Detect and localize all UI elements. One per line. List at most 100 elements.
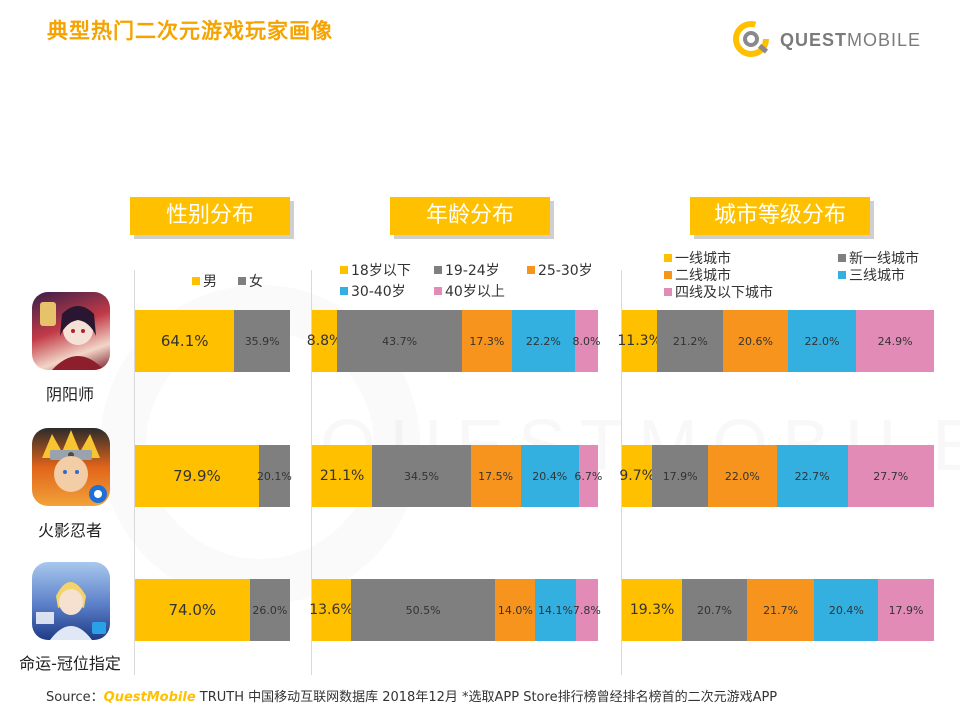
stacked-bar-1-0: 8.8% 43.7% 17.3% 22.2% 8.0% (307, 310, 601, 372)
bar-segment: 17.5% (470, 445, 521, 507)
bar-value-label: 27.7% (873, 469, 909, 483)
bar-value-label: 17.3% (469, 334, 505, 348)
bar-segment: 21.1% (312, 445, 373, 507)
legend-swatch (664, 254, 672, 262)
legend-item-female: 女 (238, 271, 263, 291)
legend-swatch (340, 287, 348, 295)
bar-segment: 22.0% (708, 445, 777, 507)
bar-segment: 17.9% (878, 579, 934, 641)
bar-segment: 7.8% (572, 579, 601, 641)
bar-segment: 21.7% (746, 579, 815, 641)
stacked-bar-2-0: 11.3% 21.2% 20.6% 22.0% 24.9% (617, 310, 934, 372)
bar-segment: 27.7% (847, 445, 934, 507)
panel-header-age: 年龄分布 (390, 197, 550, 235)
legend-swatch (238, 277, 246, 285)
bar-segment: 79.9% (135, 445, 259, 507)
bar-value-label: 6.7% (574, 469, 603, 483)
bar-segment: 17.3% (462, 310, 512, 372)
naruto-icon-art (42, 430, 107, 503)
legend-swatch (434, 287, 442, 295)
bar-segment: 20.6% (723, 310, 788, 372)
bar-value-label: 43.7% (382, 334, 418, 348)
bar-value-label: 20.1% (256, 469, 292, 483)
bar-value-label: 8.0% (572, 334, 601, 348)
bar-value-label: 79.9% (173, 467, 221, 485)
stacked-bar-2-2: 19.3% 20.7% 21.7% 20.4% 17.9% (622, 579, 934, 641)
bar-segment: 11.3% (617, 310, 662, 372)
legend-swatch (340, 266, 348, 274)
bar-value-label: 20.6% (738, 334, 773, 348)
bar-value-label: 21.2% (672, 334, 708, 348)
axis-line-age (311, 270, 312, 675)
bar-value-label: 9.7% (619, 468, 655, 484)
bar-value-label: 20.4% (828, 603, 864, 617)
bar-value-label: 19.3% (629, 602, 675, 618)
legend-swatch (434, 266, 442, 274)
bar-value-label: 20.4% (532, 469, 568, 483)
bar-value-label: 17.9% (662, 469, 698, 483)
bar-value-label: 8.8% (306, 333, 343, 349)
legend-swatch (838, 271, 846, 279)
bar-value-label: 13.6% (309, 602, 354, 618)
onmyoji-game-icon (32, 292, 110, 370)
legend-item-male: 男 (192, 271, 217, 291)
bar-segment: 24.9% (856, 310, 934, 372)
bar-segment: 20.4% (520, 445, 579, 507)
bar-segment: 14.1% (535, 579, 576, 641)
bar-segment: 20.7% (682, 579, 747, 641)
bar-segment: 22.2% (511, 310, 576, 372)
questmobile-logo-icon (733, 21, 769, 57)
axis-line-gender (134, 270, 135, 675)
stacked-bar-2-1: 9.7% 17.9% 22.0% 22.7% 27.7% (619, 445, 934, 507)
bar-value-label: 14.0% (497, 603, 533, 617)
bar-value-label: 14.1% (538, 603, 573, 617)
naruto-game-icon (32, 428, 110, 506)
stacked-bar-0-1: 79.9% 20.1% (135, 445, 292, 507)
legend-item-city-tier1: 一线城市 (664, 248, 731, 268)
bar-value-label: 22.0% (724, 469, 760, 483)
legend-item-city-tier4-below: 四线及以下城市 (664, 282, 773, 302)
bar-segment: 20.1% (256, 445, 292, 507)
bar-value-label: 17.5% (478, 469, 514, 483)
bar-value-label: 64.1% (160, 332, 209, 350)
legend-swatch (838, 254, 846, 262)
bar-segment: 21.2% (657, 310, 724, 372)
legend-swatch (664, 271, 672, 279)
bar-segment: 17.9% (652, 445, 709, 507)
legend-item-age-30-40: 30-40岁 (340, 281, 406, 301)
legend-swatch (527, 266, 535, 274)
questmobile-logo: QUESTMOBILE (728, 14, 928, 64)
panel-header-city: 城市等级分布 (690, 197, 870, 235)
fate-grand-order-game-icon (32, 562, 110, 640)
fgo-icon-art (36, 582, 106, 640)
app-name-fgo: 命运-冠位指定 (19, 654, 121, 673)
bar-segment: 20.4% (814, 579, 879, 641)
onmyoji-icon-art (40, 302, 104, 370)
bar-segment: 34.5% (372, 445, 471, 507)
legend-item-age-25-30: 25-30岁 (527, 260, 593, 280)
bar-segment: 35.9% (234, 310, 290, 372)
stacked-bar-1-1: 21.1% 34.5% 17.5% 20.4% 6.7% (312, 445, 602, 507)
bar-value-label: 74.0% (168, 601, 217, 619)
legend-item-city-tier3: 三线城市 (838, 265, 905, 285)
bar-segment: 64.1% (135, 310, 235, 372)
stacked-bar-1-2: 13.6% 50.5% 14.0% 14.1% 7.8% (309, 579, 601, 641)
legend-item-age-over40: 40岁以上 (434, 281, 505, 301)
bar-segment: 8.8% (307, 310, 342, 372)
legend-item-age-19-24: 19-24岁 (434, 260, 500, 280)
app-name-naruto: 火影忍者 (37, 521, 102, 540)
legend-item-age-under18: 18岁以下 (340, 260, 411, 280)
bar-value-label: 7.8% (572, 603, 601, 617)
bar-value-label: 21.7% (763, 603, 799, 617)
app-name-onmyoji: 阴阳师 (45, 385, 94, 404)
bar-segment: 8.0% (572, 310, 601, 372)
bar-value-label: 26.0% (252, 603, 288, 617)
legend-item-city-new-tier1: 新一线城市 (838, 248, 919, 268)
bar-segment: 26.0% (249, 579, 290, 641)
bar-segment: 19.3% (622, 579, 683, 641)
bar-segment: 6.7% (574, 445, 602, 507)
legend-swatch (192, 277, 200, 285)
bar-value-label: 50.5% (405, 603, 441, 617)
bar-segment: 13.6% (309, 579, 354, 641)
bar-value-label: 22.0% (804, 334, 840, 348)
